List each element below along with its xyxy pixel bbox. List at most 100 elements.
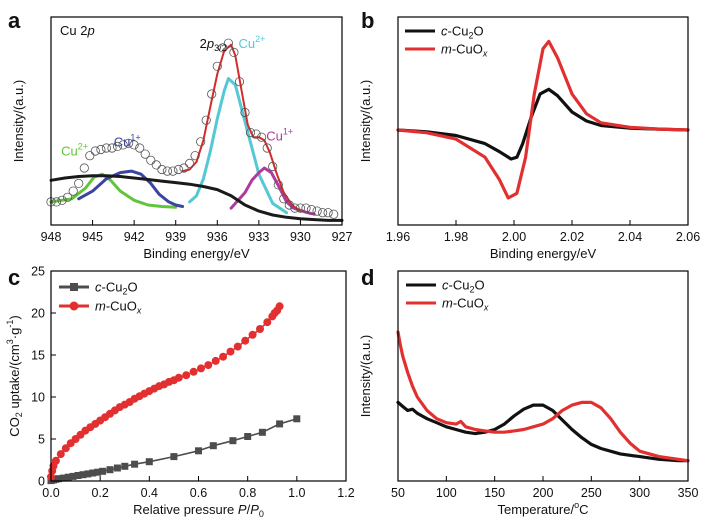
data-point bbox=[196, 137, 206, 147]
data-point bbox=[256, 132, 267, 142]
data-point bbox=[96, 144, 106, 155]
data-point bbox=[251, 129, 261, 139]
data-point bbox=[312, 206, 322, 216]
peak-label-2p32: 2p3/2 bbox=[200, 36, 227, 53]
data-point bbox=[54, 475, 62, 483]
x-tick-label: 0.6 bbox=[190, 486, 207, 500]
series-cu1- bbox=[77, 169, 185, 208]
data-point bbox=[197, 364, 205, 373]
data-point bbox=[51, 197, 62, 207]
data-point bbox=[258, 428, 266, 436]
data-point bbox=[218, 43, 228, 53]
data-point bbox=[85, 151, 95, 161]
data-point bbox=[140, 149, 150, 159]
data-point bbox=[94, 468, 102, 476]
x-tick-label: 933 bbox=[248, 230, 269, 244]
data-point bbox=[174, 373, 183, 382]
data-point bbox=[219, 352, 228, 361]
data-point bbox=[317, 208, 328, 218]
x-axis-label: Binding energy/eV bbox=[490, 246, 597, 261]
x-tick-label: 948 bbox=[41, 230, 62, 244]
panel-c-co2-uptake: 0.0 0.2 0.4 0.6 0.8 1.0 1.2 0 5 10 15 20 25 c-Cu2O m-C… bbox=[5, 265, 355, 520]
x-tick-label: 100 bbox=[436, 486, 457, 500]
data-point bbox=[59, 474, 67, 482]
y-tick-label: 0 bbox=[38, 475, 45, 489]
y-axis-label: Intensity/(a.u.) bbox=[11, 80, 26, 162]
plot-frame bbox=[50, 16, 343, 226]
data-point bbox=[234, 77, 245, 87]
data-point bbox=[244, 433, 252, 440]
data-point bbox=[226, 347, 235, 356]
x-tick-label: 2.02 bbox=[560, 230, 584, 244]
panel-letter-d: d bbox=[361, 265, 374, 290]
legend-label: m-CuOx bbox=[442, 296, 489, 313]
x-tick-label: 150 bbox=[484, 486, 505, 500]
component-label: Cu2+ bbox=[238, 34, 265, 51]
x-tick-label: 250 bbox=[581, 486, 602, 500]
series-c-cu2o bbox=[396, 400, 690, 463]
data-point bbox=[329, 209, 339, 219]
x-tick-label: 942 bbox=[124, 230, 145, 244]
panel-letter-b: b bbox=[361, 8, 374, 33]
x-tick-label: 1.98 bbox=[444, 230, 468, 244]
x-axis-label: Temperature/oC bbox=[498, 500, 589, 517]
x-tick-label: 0.0 bbox=[42, 486, 59, 500]
data-point bbox=[245, 128, 256, 138]
data-point bbox=[248, 330, 257, 339]
data-point bbox=[273, 180, 283, 190]
data-point bbox=[182, 371, 191, 380]
plot-frame bbox=[397, 16, 689, 226]
data-point bbox=[135, 143, 145, 153]
data-point bbox=[223, 38, 233, 48]
series-cu2- bbox=[49, 172, 178, 209]
data-point bbox=[233, 342, 242, 351]
data-point bbox=[84, 470, 92, 478]
data-point bbox=[290, 203, 300, 213]
data-point bbox=[162, 166, 172, 176]
data-point bbox=[62, 192, 73, 202]
data-point bbox=[74, 472, 82, 479]
panel-letter-a: a bbox=[8, 8, 21, 33]
series-c-cu2o bbox=[396, 87, 690, 161]
data-point bbox=[69, 472, 77, 480]
data-point bbox=[107, 143, 117, 153]
data-point bbox=[279, 194, 289, 204]
data-point bbox=[323, 208, 333, 218]
x-axis-label: Binding energy/eV bbox=[143, 246, 250, 261]
data-point bbox=[131, 460, 139, 468]
data-point bbox=[229, 437, 237, 445]
data-point bbox=[207, 89, 217, 99]
data-point bbox=[306, 205, 317, 215]
data-point bbox=[275, 302, 284, 311]
x-tick-label: 350 bbox=[678, 486, 699, 500]
data-point bbox=[256, 325, 264, 333]
legend-label: c-Cu2O bbox=[442, 278, 485, 295]
series-cu2- bbox=[188, 77, 289, 215]
y-tick-label: 15 bbox=[31, 349, 45, 363]
data-point bbox=[185, 158, 195, 168]
data-point bbox=[118, 140, 128, 150]
data-point bbox=[90, 146, 100, 156]
data-point bbox=[99, 467, 107, 475]
y-tick-label: 20 bbox=[31, 307, 45, 321]
component-label: Cu2+ bbox=[61, 142, 88, 159]
data-point bbox=[79, 163, 89, 173]
data-point bbox=[204, 361, 213, 370]
data-point bbox=[151, 160, 161, 170]
data-point bbox=[190, 151, 200, 161]
x-tick-label: 945 bbox=[82, 230, 103, 244]
data-point bbox=[64, 473, 72, 481]
x-tick-label: 2.00 bbox=[502, 230, 526, 244]
data-point bbox=[113, 464, 121, 472]
legend-label: c-Cu2O bbox=[95, 280, 138, 297]
y-tick-label: 10 bbox=[31, 391, 45, 405]
series-fit-envelope bbox=[181, 43, 302, 213]
series-m-cuox bbox=[396, 330, 690, 463]
data-point bbox=[241, 336, 250, 345]
data-point bbox=[74, 178, 84, 188]
y-axis-label: CO2 uptake/(cm3·g-1) bbox=[5, 315, 24, 436]
x-tick-label: 1.0 bbox=[288, 486, 305, 500]
data-point bbox=[89, 469, 97, 477]
